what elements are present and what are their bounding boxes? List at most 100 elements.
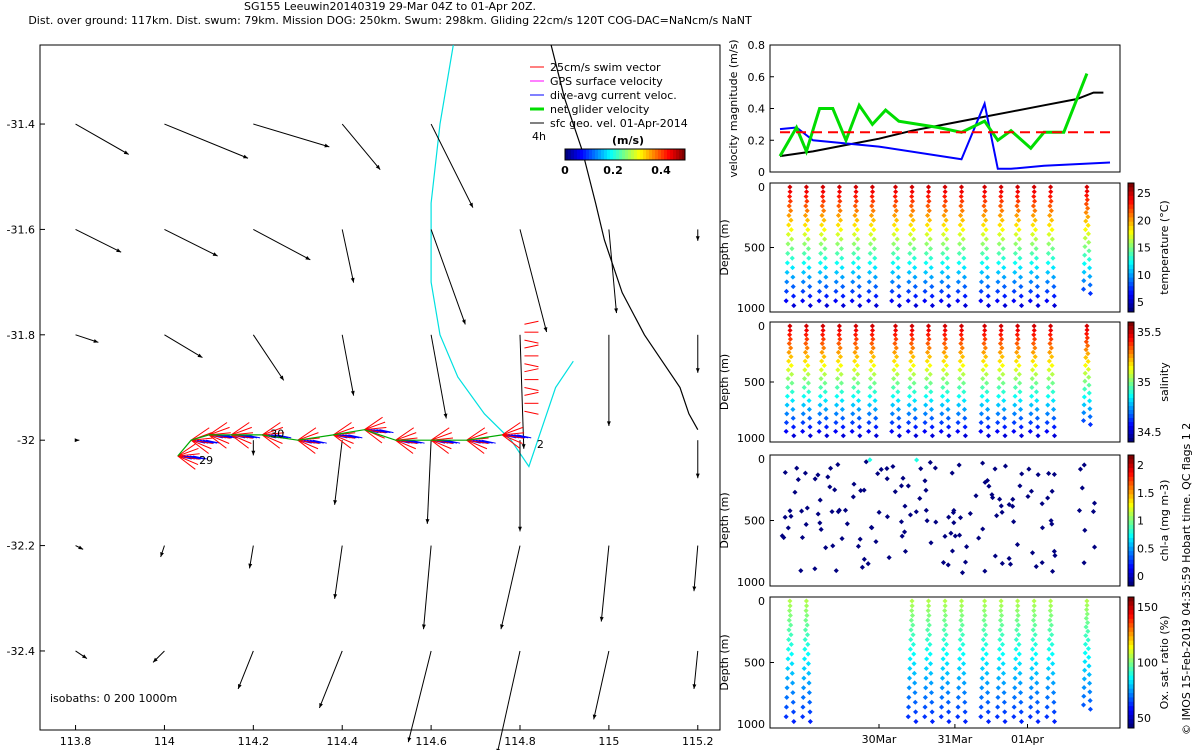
profile-data-point — [924, 646, 930, 652]
current-vector — [692, 545, 699, 592]
profile-data-point — [1030, 358, 1036, 364]
profile-data-point — [958, 598, 965, 604]
profile-colorbar-cell — [1128, 414, 1134, 419]
profile-data-point — [1017, 255, 1023, 261]
profile-data-point — [790, 274, 796, 280]
profile-data-point — [907, 656, 913, 662]
profile-data-point — [783, 704, 789, 710]
profile-colorbar-tick-label: 5 — [1137, 296, 1144, 309]
profile-data-point — [1049, 641, 1055, 647]
profile-data-point — [929, 293, 935, 299]
profile-data-point — [1082, 650, 1088, 656]
profile-colorbar-cell — [1128, 410, 1134, 415]
map-y-tick-label: -31.4 — [7, 118, 35, 131]
profile-data-point — [924, 367, 930, 373]
profile-colorbar-cell — [1128, 221, 1134, 227]
colorbar-cell — [595, 149, 599, 160]
colorbar-cell — [658, 149, 662, 160]
profile-colorbar-cell — [1128, 334, 1134, 339]
colorbar-cell — [679, 149, 683, 160]
current-vector — [75, 545, 84, 550]
profile-data-point — [1050, 380, 1056, 386]
profile-data-point — [948, 530, 954, 536]
profile-data-point — [884, 514, 890, 520]
profile-data-point — [982, 345, 988, 351]
profile-data-point — [1012, 269, 1018, 275]
profile-data-point — [815, 511, 821, 517]
profile-colorbar-cell — [1128, 537, 1134, 543]
profile-data-point — [1080, 286, 1087, 292]
profile-data-point — [800, 694, 806, 700]
profile-data-point — [1048, 323, 1054, 329]
velocity-y-tick-label: 0 — [758, 166, 765, 179]
profile-data-point — [1081, 269, 1087, 275]
profile-data-point — [942, 189, 948, 195]
vector-head — [407, 737, 412, 743]
track-label: 29 — [199, 454, 213, 467]
vector-head — [695, 368, 700, 373]
profile-data-point — [786, 349, 792, 355]
profile-data-point — [982, 189, 988, 195]
profile-data-point — [893, 345, 899, 351]
profile-data-point — [785, 656, 791, 662]
profile-data-point — [985, 284, 991, 290]
profile-data-point — [791, 718, 797, 725]
profile-y-tick-label: 0 — [758, 320, 765, 333]
profile-data-point — [902, 503, 908, 509]
profile-colorbar-cell — [1128, 459, 1134, 465]
profile-colorbar-cell — [1128, 511, 1134, 517]
swim-vector — [466, 439, 489, 444]
profile-y-label: Depth (m) — [718, 634, 731, 690]
swim-vector — [364, 416, 383, 431]
profile-data-point — [960, 354, 966, 360]
profile-data-point — [929, 424, 935, 430]
profile-data-point — [956, 269, 962, 275]
dive-avg-vector — [312, 439, 327, 444]
profile-data-point — [857, 303, 863, 309]
vector-shaft — [253, 228, 311, 261]
profile-data-point — [927, 641, 933, 647]
colorbar-cell — [649, 149, 653, 160]
profile-data-point — [823, 406, 829, 412]
profile-data-point — [1047, 212, 1053, 219]
current-vector — [430, 229, 466, 325]
colorbar-tick-label: 0 — [561, 164, 569, 177]
profile-data-point — [990, 495, 996, 501]
profile-colorbar-cell — [1128, 382, 1134, 387]
profile-data-point — [959, 189, 965, 195]
profile-data-point — [938, 298, 944, 304]
profile-data-point — [999, 612, 1005, 619]
profile-x-tick-label: 30Mar — [862, 733, 897, 746]
profile-data-point — [909, 608, 915, 614]
profile-data-point — [805, 380, 811, 386]
profile-data-point — [925, 332, 931, 338]
vector-shaft — [318, 650, 343, 709]
profile-data-point — [923, 487, 929, 493]
profile-data-point — [1016, 354, 1022, 360]
profile-data-point — [788, 513, 794, 519]
profile-data-point — [984, 398, 990, 404]
profile-data-point — [942, 332, 948, 338]
profile-colorbar-cell — [1128, 614, 1134, 620]
vector-head — [248, 563, 253, 569]
profile-data-point — [1047, 608, 1053, 614]
dive-avg-vector — [309, 439, 324, 444]
profile-data-point — [1035, 424, 1041, 430]
profile-colorbar-cell — [1128, 658, 1134, 663]
profile-data-point — [867, 402, 873, 408]
profile-data-point — [889, 298, 895, 304]
profile-data-point — [856, 406, 862, 412]
profile-data-point — [788, 632, 794, 638]
vector-head — [333, 593, 338, 599]
profile-data-point — [911, 380, 917, 386]
profile-data-point — [892, 332, 898, 338]
profile-data-point — [815, 472, 821, 478]
vector-head — [333, 499, 338, 505]
profile-data-point — [909, 603, 915, 609]
profile-data-point — [913, 293, 919, 299]
profile-data-point — [962, 709, 968, 715]
profile-data-point — [789, 380, 795, 386]
profile-data-point — [1044, 714, 1050, 720]
profile-data-point — [1046, 241, 1052, 247]
profile-data-point — [1084, 607, 1090, 613]
